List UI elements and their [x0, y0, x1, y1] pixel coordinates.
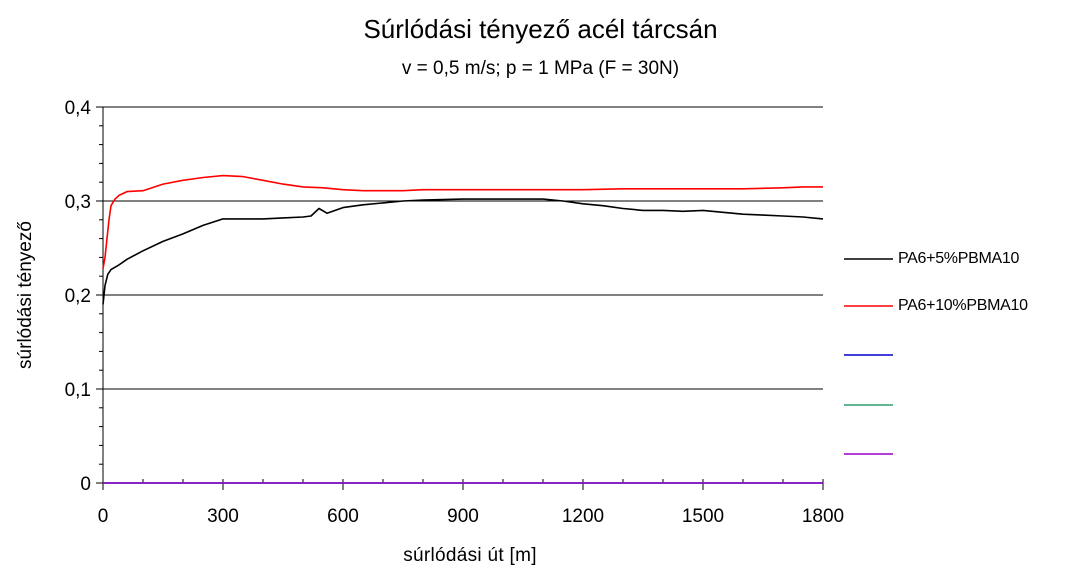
y-tick-label-0: 0	[80, 474, 91, 495]
grid-lines	[103, 106, 823, 390]
y-tick-label-3: 0,3	[65, 192, 91, 213]
series-line-2	[102, 174, 823, 269]
x-tick-label-6: 1800	[802, 506, 844, 527]
y-tick-label-1: 0,1	[65, 380, 91, 401]
legend-swatches	[844, 258, 893, 455]
y-tick-label-4: 0,4	[65, 98, 92, 119]
x-tick-label-2: 600	[327, 506, 359, 527]
x-tick-label-1: 300	[207, 506, 239, 527]
y-axis-label: súrlódási tényező	[15, 221, 36, 369]
chart-subtitle: v = 0,5 m/s; p = 1 MPa (F = 30N)	[401, 58, 680, 79]
x-tick-label-5: 1500	[682, 506, 724, 527]
legend-label-series-2: PA6+10%PBMA10	[898, 297, 1028, 314]
x-tick-label-0: 0	[98, 506, 109, 527]
chart-title: Súrlódási tényező acél tárcsán	[363, 14, 718, 44]
y-tick-label-2: 0,2	[65, 286, 91, 307]
series-line-1	[102, 198, 824, 305]
series-lines	[102, 174, 824, 484]
x-tick-label-4: 1200	[562, 506, 604, 527]
x-tick-label-3: 900	[447, 506, 479, 527]
legend-label-series-1: PA6+5%PBMA10	[898, 250, 1020, 267]
x-axis-label: súrlódási út [m]	[403, 545, 537, 566]
tick-marks: 0 0,1 0,2 0,3 0,4 0 300 600 900 1200 1500 1800	[65, 98, 845, 527]
